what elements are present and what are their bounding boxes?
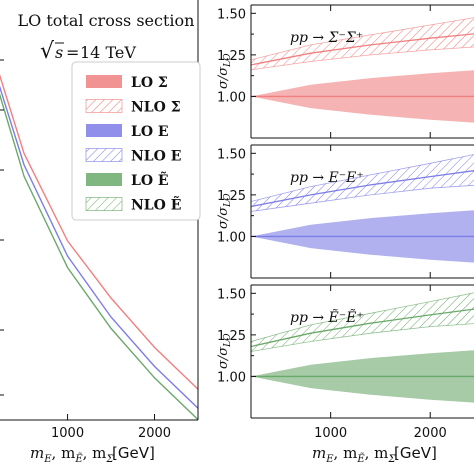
legend-label-2: LO E (131, 124, 169, 140)
ratio-panel-0-ytick-label-2: 1.50 (217, 7, 246, 22)
ylabel-sigma-ratio: σ/σ (216, 346, 231, 369)
left-x-axis-label: mE, mẼ, mΣ [GeV] (30, 444, 155, 465)
right-xtick-label-0: 1000 (314, 426, 347, 441)
right-x-unit: [GeV] (394, 444, 437, 462)
nlo-band-2 (251, 292, 474, 352)
ratio-panel-2-ytick-label-2: 1.50 (217, 287, 246, 302)
left-curve-1 (0, 85, 198, 409)
ratio-panel-0-ytick-label-1: 1.25 (217, 49, 246, 64)
ratio-panel-1-ytick-label-0: 1.00 (217, 230, 246, 245)
ratio-panel-2-plot (251, 292, 474, 403)
ratio-panel-0-plot (251, 17, 474, 123)
ratio-panel-1-ytick-label-1: 1.25 (217, 189, 246, 204)
sqrt-symbol: √ (40, 39, 55, 64)
legend-swatch-3 (85, 148, 123, 162)
ylabel-subscript: LO (223, 333, 233, 348)
ratio-panel-1-ytick-label-2: 1.50 (217, 147, 246, 162)
svg-text:mE, mẼ, mΣ: mE, mẼ, mΣ (30, 444, 114, 465)
sqrt-s-value: 14 TeV (80, 43, 136, 62)
sqrt-s-label: √ s = 14 TeV (40, 39, 136, 64)
legend-swatch-1 (85, 99, 123, 113)
legend-swatch-4 (86, 173, 122, 186)
legend-label-4: LO Ẽ (131, 170, 169, 189)
ratio-panel-0-ytick-label-0: 1.00 (217, 90, 246, 105)
ratio-panel-0-ylabel: σ/σLO (216, 53, 233, 89)
left-curve-0 (0, 74, 198, 390)
legend: LO Σ NLO Σ LO E NLO E LO Ẽ NLO Ẽ (71, 61, 201, 221)
left-xtick-label-1: 2000 (138, 426, 171, 441)
sqrt-s-equals: = (66, 43, 79, 62)
legend-label-3: NLO E (131, 149, 181, 165)
svg-text:mE, mẼ, mΣ: mE, mẼ, mΣ (312, 444, 396, 465)
ratio-panel-0-title: pp → Σ⁻Σ⁺ (290, 30, 363, 46)
right-x-axis-label: mE, mẼ, mΣ [GeV] (312, 444, 437, 465)
legend-label-5: NLO Ẽ (131, 195, 181, 214)
sqrt-s-var: s (55, 43, 63, 62)
left-curve-2 (0, 93, 198, 420)
nlo-central-1 (251, 170, 474, 208)
left-xtick-label-0: 1000 (51, 426, 84, 441)
nlo-band-0 (251, 17, 474, 71)
left-x-unit: [GeV] (112, 444, 155, 462)
right-xtick-label-1: 2000 (414, 426, 447, 441)
left-plot-title: LO total cross section (18, 11, 195, 30)
ratio-panel-2-ytick-label-0: 1.00 (217, 370, 246, 385)
legend-swatch-2 (86, 124, 122, 137)
ratio-panel-2-title: pp → Ẽ⁻Ẽ⁺ (290, 308, 364, 326)
ylabel-subscript: LO (223, 193, 233, 208)
left-cross-section-panel: 1000 2000 LO total cross section √ s = 14… (0, 0, 201, 465)
ratio-panel-2-ylabel: σ/σLO (216, 333, 233, 369)
nlo-central-0 (251, 33, 474, 66)
x-var-mE: m (30, 444, 44, 462)
ratio-panels: 1.00 1.25 1.50 pp → Σ⁻Σ⁺ 1.00 1.25 1.50 pp → E⁻… (217, 4, 474, 441)
nlo-band-1 (251, 154, 474, 212)
nlo-central-2 (251, 308, 474, 348)
legend-swatch-5 (85, 197, 123, 211)
ylabel-sigma-ratio: σ/σ (216, 206, 231, 229)
ratio-panel-1-title: pp → E⁻E⁺ (290, 170, 364, 186)
ratio-panel-1-plot (251, 154, 474, 263)
ylabel-subscript: LO (223, 53, 233, 68)
legend-label-1: NLO Σ (131, 100, 181, 116)
ratio-panel-2-ytick-label-1: 1.25 (217, 329, 246, 344)
legend-swatch-0 (86, 75, 122, 88)
ratio-panel-1-ylabel: σ/σLO (216, 193, 233, 229)
ylabel-sigma-ratio: σ/σ (216, 66, 231, 89)
legend-label-0: LO Σ (131, 75, 168, 91)
